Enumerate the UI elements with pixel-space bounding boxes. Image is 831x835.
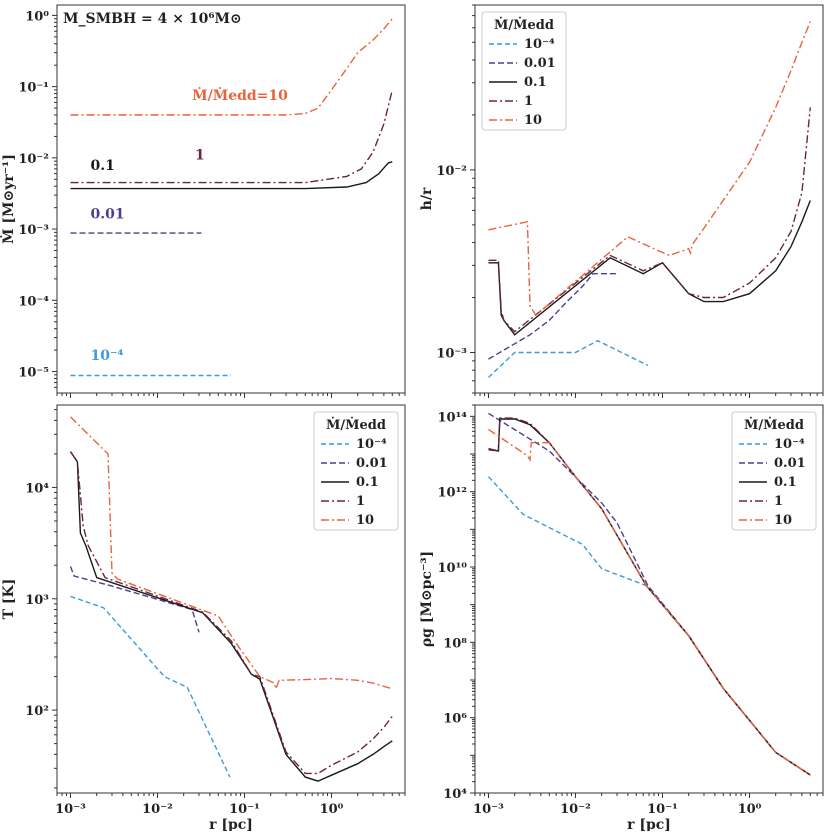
series-line <box>488 273 617 360</box>
legend-label: 1 <box>774 494 783 509</box>
y-tick-label: 10¹⁰ <box>438 561 468 576</box>
series-line <box>70 595 231 778</box>
x-axis-label: r [pc] <box>209 817 253 831</box>
y-axis-label: h/r <box>419 187 435 210</box>
corner-label: M_SMBH = 4 × 10⁶M⊙ <box>63 11 242 27</box>
legend-box <box>731 411 817 531</box>
legend-label: 0.01 <box>524 56 556 71</box>
plot-area <box>488 21 811 378</box>
series-line <box>488 107 811 333</box>
y-tick-label: 10⁸ <box>443 636 467 651</box>
series-annotation: 10⁻⁴ <box>91 348 124 364</box>
plot-area <box>69 416 393 782</box>
y-tick-label: 10⁴ <box>25 481 49 496</box>
series-line <box>488 339 649 378</box>
y-tick-label: 10⁻² <box>18 152 49 167</box>
series-line <box>70 89 393 184</box>
x-axis-label: r [pc] <box>627 817 671 831</box>
plot-area <box>70 18 393 377</box>
legend-label: 1 <box>356 494 365 509</box>
panel-bottom-left: 10⁻³ 10⁻² 10⁻¹ 10⁰ 10² 10³ 10⁴ T [K] r [pc] Ṁ/Ṁed… <box>1 404 406 833</box>
y-tick-label: 10¹² <box>438 486 467 501</box>
legend: Ṁ/Ṁedd 10⁻⁴ 0.01 0.1 1 10 <box>731 411 817 531</box>
series-line <box>488 21 811 317</box>
series-line <box>69 451 393 782</box>
y-tick-label: 10¹⁴ <box>438 410 468 425</box>
series-line <box>70 161 393 190</box>
panel-top-left: 10⁻⁵ 10⁻⁴ 10⁻³ 10⁻² 10⁻¹ 10⁰ Ṁ [M⊙yr⁻¹] M_SMBH … <box>0 4 406 398</box>
x-tick-label: 10⁻¹ <box>647 802 678 817</box>
series-annotation: 1 <box>195 147 205 163</box>
legend-label: 10 <box>356 513 374 528</box>
legend-label: 10 <box>524 113 542 128</box>
legend: Ṁ/Ṁedd 10⁻⁴ 0.01 0.1 1 10 <box>313 411 399 531</box>
y-tick-label: 10⁴ <box>443 787 467 802</box>
y-tick-label: 10⁻³ <box>436 346 467 361</box>
x-tick-label: 10⁻³ <box>55 802 86 817</box>
panel-top-right: 10⁻³ 10⁻²h/r Ṁ/Ṁedd 10⁻⁴ 0.01 0.1 1 10 <box>419 4 824 398</box>
y-tick-label: 10³ <box>25 593 49 608</box>
legend: Ṁ/Ṁedd 10⁻⁴ 0.01 0.1 1 10 <box>481 11 567 131</box>
series-line <box>69 566 200 633</box>
series-annotation: Ṁ/Ṁedd=10 <box>192 86 288 104</box>
x-tick-label: 10⁻¹ <box>229 802 260 817</box>
legend-label: 10⁻⁴ <box>356 437 387 452</box>
series-annotation: 0.1 <box>91 158 115 174</box>
y-tick-label: 10⁻³ <box>18 223 49 238</box>
legend-label: 0.1 <box>774 475 797 490</box>
series-line <box>488 428 811 776</box>
series-annotation: 0.01 <box>91 207 125 223</box>
plot-area <box>487 412 811 776</box>
x-tick-label: 10⁻³ <box>473 802 504 817</box>
legend-label: 10 <box>774 513 792 528</box>
legend-label: 1 <box>524 94 533 109</box>
y-tick-label: 10² <box>25 704 49 719</box>
legend-label: 0.1 <box>524 75 547 90</box>
y-axis-label: ρg [M⊙pc⁻³] <box>419 551 435 647</box>
legend-label: 0.01 <box>356 456 388 471</box>
panel-bottom-right: 10⁻³ 10⁻² 10⁻¹ 10⁰ 10⁴ 10⁶ 10⁸ 10¹⁰ 10¹² 10¹⁴ ρg [… <box>419 404 824 833</box>
x-tick-label: 10⁻² <box>560 802 591 817</box>
x-tick-label: 10⁻² <box>142 802 173 817</box>
legend-title: Ṁ/Ṁedd <box>326 417 386 433</box>
legend-title: Ṁ/Ṁedd <box>744 417 804 433</box>
legend-box <box>481 11 567 131</box>
y-tick-label: 10⁻⁵ <box>18 366 49 381</box>
y-tick-label: 10⁶ <box>443 712 467 727</box>
legend-title: Ṁ/Ṁedd <box>494 17 554 33</box>
y-tick-label: 10⁻⁴ <box>18 294 49 309</box>
series-line <box>69 451 393 775</box>
series-line <box>70 18 393 116</box>
y-tick-label: 10⁻² <box>436 164 467 179</box>
legend-label: 0.01 <box>774 456 806 471</box>
plot-frame <box>56 4 406 394</box>
x-tick-label: 10⁰ <box>738 802 762 817</box>
y-axis-label: Ṁ [M⊙yr⁻¹] <box>0 154 17 244</box>
y-tick-label: 10⁻¹ <box>18 81 49 96</box>
y-tick-label: 10⁰ <box>25 9 49 24</box>
x-tick-label: 10⁰ <box>320 802 344 817</box>
legend-box <box>313 411 399 531</box>
legend-label: 0.1 <box>356 475 379 490</box>
y-axis-label: T [K] <box>1 579 17 620</box>
legend-label: 10⁻⁴ <box>524 37 555 52</box>
legend-label: 10⁻⁴ <box>774 437 805 452</box>
